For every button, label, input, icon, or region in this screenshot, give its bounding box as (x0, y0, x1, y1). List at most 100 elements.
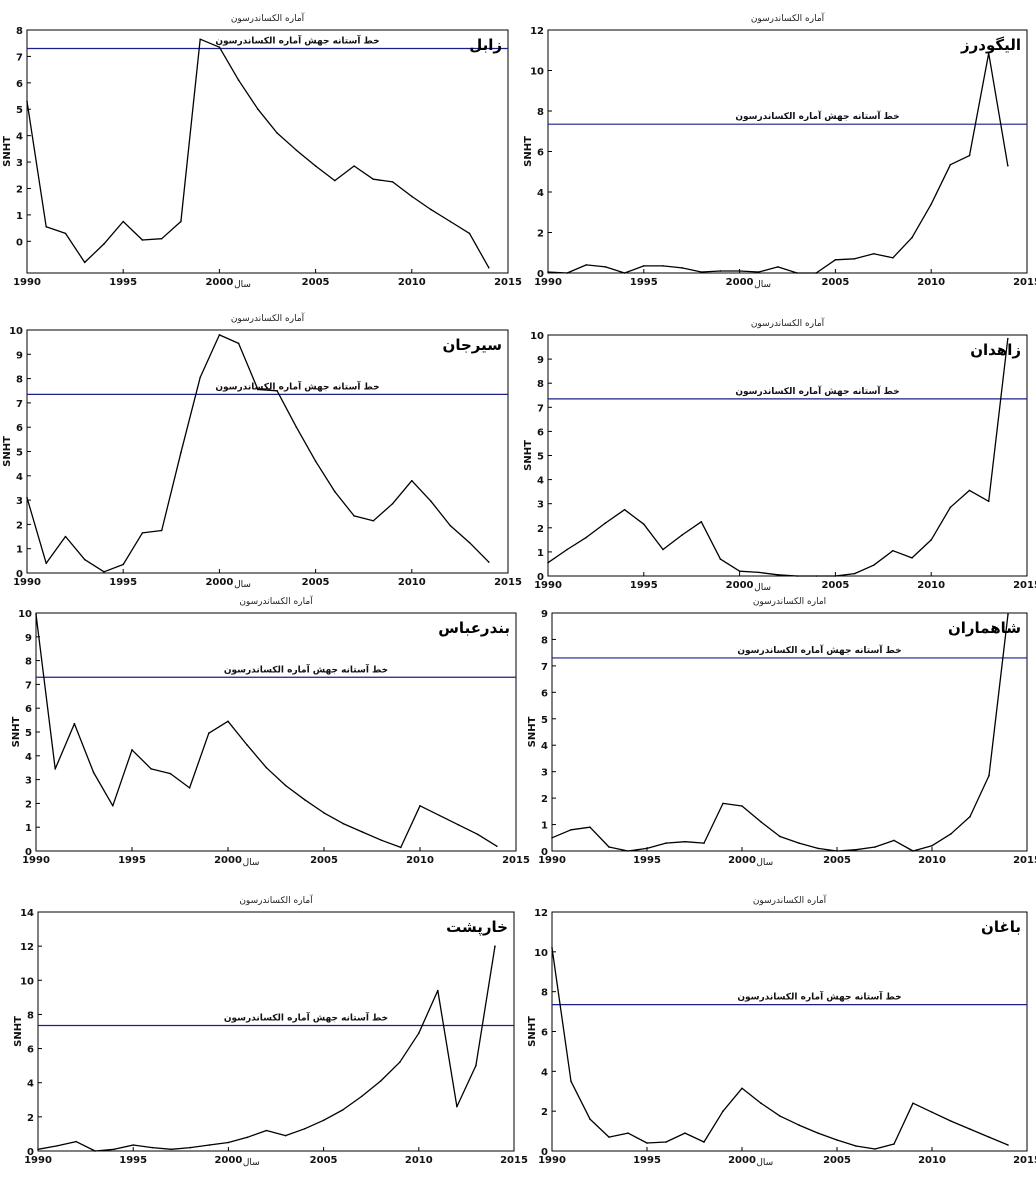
y-tick-label: 6 (16, 79, 23, 90)
data-point (684, 840, 686, 843)
data-point (949, 163, 952, 166)
data-point (257, 108, 259, 111)
data-point (892, 549, 894, 552)
data-point (353, 165, 355, 167)
chart-panel: آماره الکساندرسون 0 2 4 6 8 10 12 1990 1995 2000 20… (527, 894, 1036, 1168)
data-point (703, 842, 705, 844)
y-tick-label: 6 (537, 148, 544, 159)
data-point (64, 232, 67, 235)
snht-series-line (26, 38, 490, 269)
data-point (180, 220, 182, 223)
data-point (570, 829, 572, 831)
data-point (322, 1119, 325, 1122)
x-tick-label: 1990 (13, 277, 41, 288)
data-point (314, 460, 317, 463)
x-tick-label: 2010 (918, 855, 946, 866)
data-point (817, 1132, 819, 1134)
chart-title: آماره الکساندرسون (239, 595, 313, 607)
y-tick-label: 1 (541, 821, 548, 832)
data-point (911, 236, 913, 239)
y-tick-label: 4 (27, 1079, 34, 1090)
data-point (438, 814, 441, 817)
data-point (815, 575, 818, 577)
data-point (265, 1129, 268, 1132)
data-point (208, 1144, 211, 1146)
y-tick-label: 12 (534, 908, 548, 919)
data-point (988, 1136, 990, 1138)
data-point (487, 266, 490, 269)
data-point (64, 535, 67, 538)
y-axis-label: SNHT (2, 436, 13, 467)
station-name: الیگودرز (960, 36, 1021, 54)
x-tick-label: 2010 (918, 1155, 946, 1166)
data-point (738, 270, 741, 272)
data-point (449, 524, 452, 527)
y-axis-label: SNHT (523, 136, 534, 167)
y-tick-label: 5 (537, 452, 544, 463)
y-axis-label: SNHT (527, 716, 538, 747)
y-tick-label: 1 (25, 823, 32, 834)
station-name: خارپشت (446, 918, 508, 937)
data-point (608, 1136, 610, 1138)
data-point (218, 46, 221, 48)
data-point (741, 1087, 743, 1090)
data-point (969, 1128, 971, 1130)
y-tick-label: 0 (537, 269, 544, 280)
y-tick-label: 2 (541, 1107, 548, 1118)
data-point (295, 149, 298, 151)
y-tick-label: 7 (16, 52, 23, 63)
data-point (35, 613, 37, 615)
x-tick-label: 1990 (22, 855, 50, 866)
data-point (45, 225, 48, 228)
x-axis-label: سال (234, 580, 251, 590)
data-point (103, 570, 105, 573)
data-point (872, 252, 875, 255)
data-point (45, 562, 48, 565)
y-tick-label: 6 (16, 423, 23, 434)
data-point (151, 1146, 154, 1149)
data-point (988, 774, 990, 777)
data-point (604, 266, 607, 268)
plot-frame (551, 612, 1028, 852)
station-name: سیرجان (443, 336, 502, 354)
chart-title: آماره الکساندرسون (751, 12, 825, 24)
data-point (777, 266, 779, 268)
y-tick-label: 4 (541, 741, 548, 752)
y-tick-label: 5 (16, 448, 23, 459)
data-point (798, 1124, 800, 1126)
y-axis-label: SNHT (13, 1016, 24, 1047)
y-tick-label: 2 (27, 1113, 34, 1124)
snht-series-line (35, 614, 498, 849)
x-tick-label: 2005 (302, 277, 330, 288)
data-point (665, 1141, 667, 1143)
y-axis-label: SNHT (11, 716, 22, 747)
data-point (1007, 337, 1009, 340)
data-point (304, 799, 306, 801)
data-point (276, 389, 278, 392)
x-tick-label: 1990 (534, 277, 562, 288)
data-point (589, 1118, 591, 1120)
data-point (284, 1134, 287, 1137)
data-point (646, 847, 648, 850)
data-point (160, 237, 163, 240)
y-tick-label: 9 (25, 633, 32, 644)
y-axis-label: SNHT (527, 1016, 538, 1047)
data-point (566, 548, 568, 551)
x-tick-label: 2010 (398, 577, 426, 588)
x-tick-label: 2015 (500, 1155, 528, 1166)
data-point (341, 1109, 344, 1111)
data-point (208, 732, 210, 734)
data-point (703, 1141, 705, 1143)
x-axis-label: سال (243, 1158, 260, 1168)
x-tick-label: 2000 (205, 577, 233, 588)
data-point (265, 766, 268, 769)
y-tick-label: 8 (541, 988, 548, 999)
x-tick-label: 2010 (398, 277, 426, 288)
y-tick-label: 4 (537, 188, 544, 199)
data-point (112, 804, 114, 807)
y-tick-label: 10 (530, 67, 544, 78)
data-point (468, 541, 471, 544)
data-point (757, 271, 760, 273)
data-point (969, 815, 971, 818)
data-point (893, 1143, 895, 1145)
